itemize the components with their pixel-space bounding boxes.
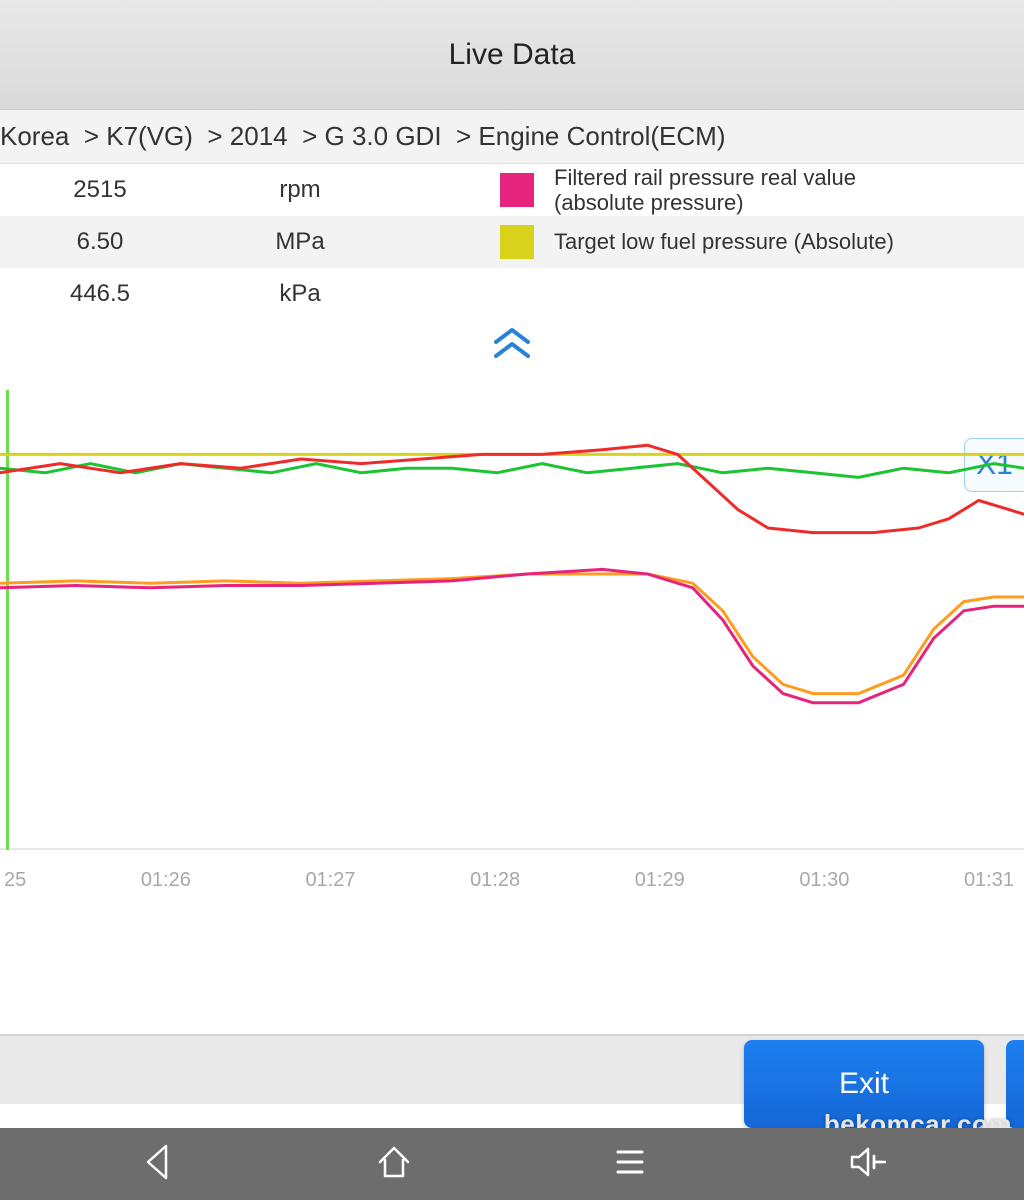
data-unit: kPa [200,280,400,308]
data-value: 2515 [0,176,200,204]
home-button[interactable] [374,1142,414,1187]
legend-swatch [500,173,534,207]
header: Live Data [0,0,1024,110]
breadcrumb-item[interactable]: Engine Control(ECM) [478,121,725,152]
breadcrumb-item[interactable]: G 3.0 GDI [325,121,442,152]
legend-label: Target low fuel pressure (Absolute) [554,229,894,254]
data-value: 446.5 [0,280,200,308]
x-tick: 01:26 [141,869,191,892]
data-unit: rpm [200,176,400,204]
x-tick: 25 [4,869,26,892]
legend-swatch [500,225,534,259]
volume-icon [846,1169,886,1186]
x-tick: 01:30 [799,869,849,892]
home-icon [374,1169,414,1186]
legend-label: Filtered rail pressure real value(absolu… [554,165,856,216]
volume-button[interactable] [846,1142,886,1187]
breadcrumb: Korea > K7(VG) > 2014 > G 3.0 GDI > Engi… [0,110,1024,164]
x-tick: 01:28 [470,869,520,892]
breadcrumb-sep: > [193,121,230,152]
data-row[interactable]: 2515 rpm Filtered rail pressure real val… [0,164,1024,216]
menu-icon [610,1169,650,1186]
collapse-toggle[interactable] [0,320,1024,370]
chevron-up-double-icon [490,326,534,365]
page-title: Live Data [449,38,576,72]
breadcrumb-item[interactable]: Korea [0,121,69,152]
data-value: 6.50 [0,228,200,256]
android-navbar [0,1128,1024,1200]
x-tick: 01:29 [635,869,685,892]
breadcrumb-sep: > [442,121,479,152]
data-rows: 2515 rpm Filtered rail pressure real val… [0,164,1024,320]
breadcrumb-item[interactable]: K7(VG) [106,121,193,152]
data-row[interactable]: 446.5 kPa [0,268,1024,320]
breadcrumb-sep: > [69,121,106,152]
exit-label: Exit [839,1067,889,1101]
breadcrumb-sep: > [288,121,325,152]
data-row[interactable]: 6.50 MPa Target low fuel pressure (Absol… [0,216,1024,268]
x-tick: 01:27 [305,869,355,892]
chart-area[interactable]: 25 01:26 01:27 01:28 01:29 01:30 01:31 [0,370,1024,930]
breadcrumb-item[interactable]: 2014 [230,121,288,152]
chart-svg [0,390,1024,850]
data-unit: MPa [200,228,400,256]
x-axis-ticks: 25 01:26 01:27 01:28 01:29 01:30 01:31 [0,869,1024,892]
back-button[interactable] [138,1142,178,1187]
x-tick: 01:31 [964,869,1014,892]
back-icon [138,1169,178,1186]
recent-apps-button[interactable] [610,1142,650,1187]
